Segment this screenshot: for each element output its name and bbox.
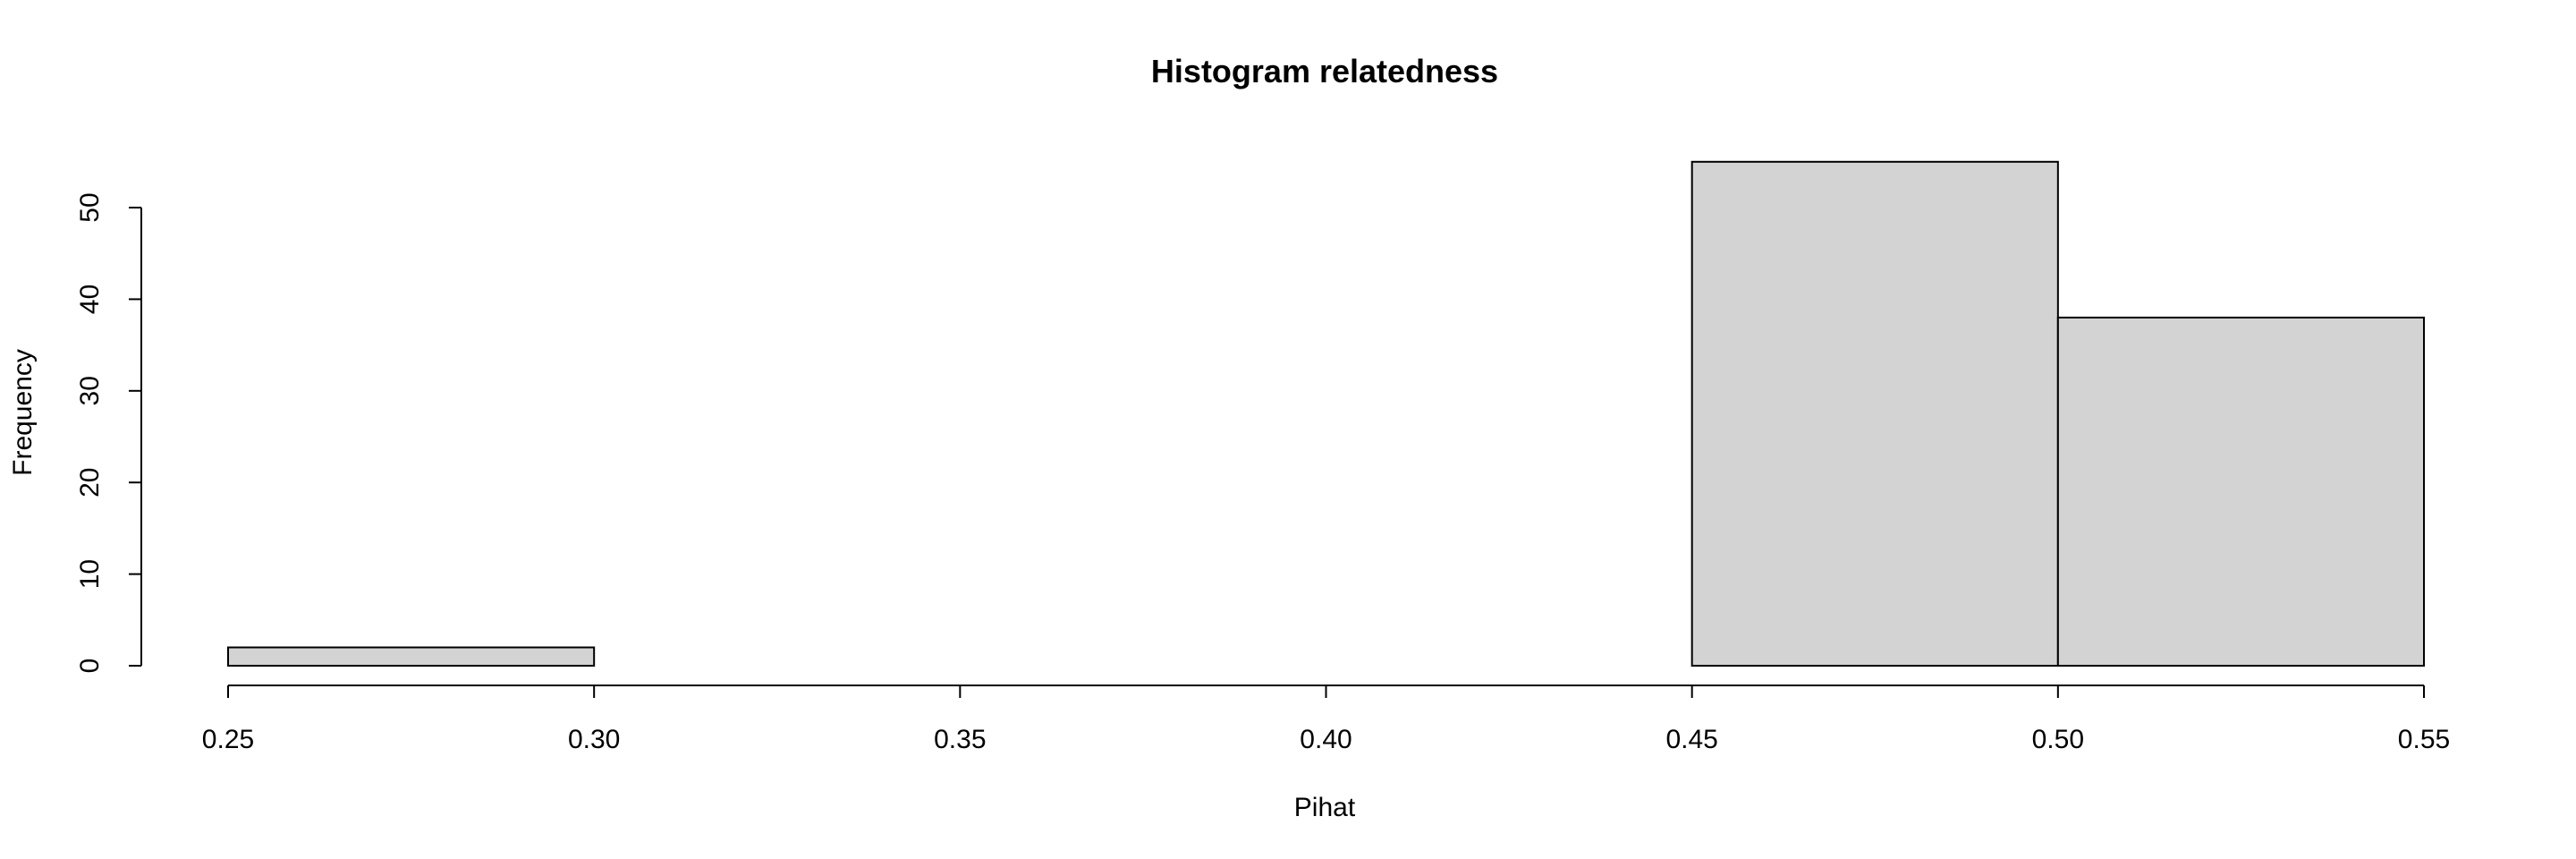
y-tick-label: 0 [75,659,105,674]
y-tick-label: 50 [75,192,105,222]
histogram-bar-4 [1690,160,2059,668]
y-tick-label: 20 [75,468,105,498]
y-tick-label: 10 [75,559,105,589]
chart-title: Histogram relatedness [1151,53,1498,89]
histogram-bar-5 [2056,316,2425,667]
x-tick-label: 0.35 [934,725,986,754]
x-axis-label: Pihat [1294,793,1356,822]
x-tick-label: 0.50 [2032,725,2084,754]
x-tick-label: 0.45 [1665,725,1717,754]
x-tick-label: 0.30 [568,725,620,754]
y-tick-label: 40 [75,285,105,314]
x-tick-label: 0.55 [2398,725,2450,754]
x-tick-label: 0.40 [1300,725,1352,754]
y-tick-label: 30 [75,376,105,405]
plot-area: 0.25 0.30 0.35 0.40 0.45 0.50 0.55 0 10 20 30 40 50 [75,160,2450,754]
y-axis-label: Frequency [8,349,38,476]
histogram-bar-0 [227,646,596,668]
x-tick-label: 0.25 [202,725,254,754]
